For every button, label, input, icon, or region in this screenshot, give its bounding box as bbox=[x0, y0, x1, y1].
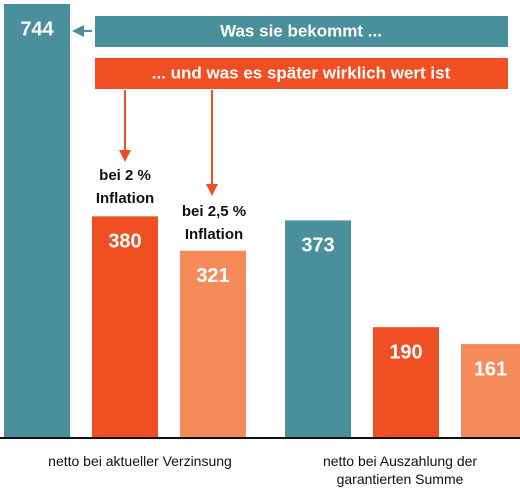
annotation: Inflation bbox=[185, 226, 243, 243]
value-label: 321 bbox=[196, 265, 229, 287]
banner-text: ... und was es später wirklich wert ist bbox=[152, 63, 451, 82]
annotation: Inflation bbox=[96, 190, 154, 207]
bar bbox=[92, 216, 158, 438]
banner-text: Was sie bekommt ... bbox=[220, 21, 382, 40]
bar bbox=[285, 220, 351, 438]
annotation: bei 2 % bbox=[99, 167, 151, 184]
annotation: bei 2,5 % bbox=[182, 203, 246, 220]
value-label: 190 bbox=[389, 341, 422, 363]
value-label: 373 bbox=[301, 235, 334, 257]
category-label: netto bei Auszahlung der garantierten Su… bbox=[322, 453, 478, 487]
bar bbox=[461, 344, 520, 438]
category-label: netto bei aktueller Verzinsung bbox=[48, 453, 232, 469]
bar bbox=[373, 327, 439, 438]
value-label: 744 bbox=[20, 18, 54, 40]
banner-box bbox=[95, 58, 508, 89]
banner-box bbox=[95, 16, 508, 47]
value-label: 380 bbox=[108, 231, 141, 253]
value-label: 161 bbox=[474, 358, 507, 380]
bar bbox=[4, 4, 70, 438]
bar bbox=[180, 250, 246, 438]
